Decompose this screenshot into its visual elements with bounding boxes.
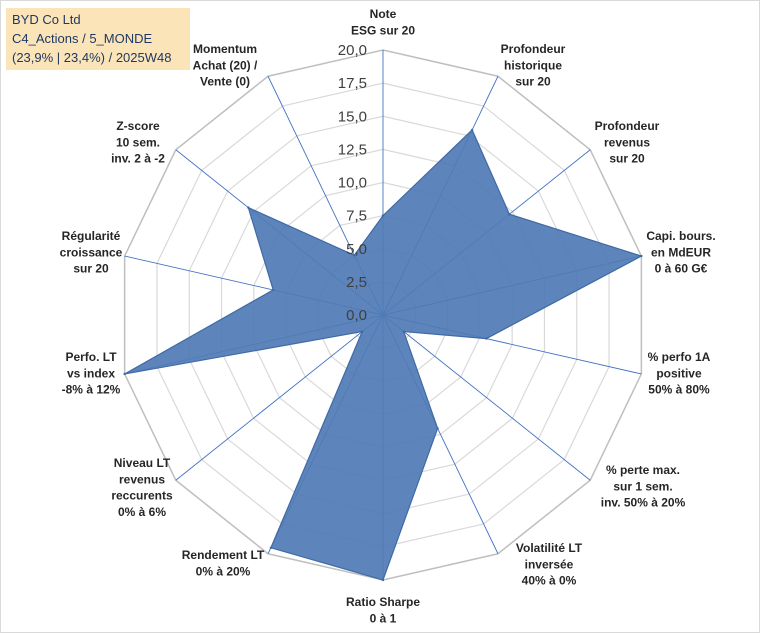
axis-label: Rendement LT 0% à 20% (182, 548, 265, 578)
axis-label-line: Z-score (116, 119, 160, 133)
score-and-week: (23,9% | 23,4%) / 2025W48 (12, 50, 172, 65)
axis-label: Ratio Sharpe 0 à 1 (346, 595, 420, 625)
axis-label-line: sur 20 (609, 152, 645, 166)
axis-label-line: positive (656, 366, 702, 380)
axis-label-line: historique (504, 58, 562, 72)
axis-label-line: Profondeur (501, 42, 566, 56)
axis-label-line: 10 sem. (116, 135, 160, 149)
axis-label-line: inv. 2 à -2 (111, 152, 165, 166)
axis-label-line: % perte max. (606, 463, 680, 477)
axis-label: Momentum Achat (20) / Vente (0) (193, 42, 258, 89)
tick-label: 15,0 (338, 108, 367, 125)
axis-label-line: sur 20 (73, 262, 109, 276)
axis-label: Volatilité LT inversée 40% à 0% (516, 541, 583, 588)
axis-label-line: Niveau LT (114, 456, 171, 470)
data-point (381, 214, 385, 217)
axis-label-line: inversée (525, 557, 574, 571)
axis-label-line: reccurents (111, 489, 173, 503)
tick-label: 10,0 (338, 175, 367, 192)
axis-label-line: % perfo 1A (648, 350, 711, 364)
axis-label-line: vs index (67, 366, 115, 380)
tick-label: 5,0 (346, 241, 367, 258)
axis-label-line: -8% à 12% (62, 383, 121, 397)
axis-spoke (175, 314, 384, 481)
data-point (271, 288, 275, 292)
axis-labels: Note ESG sur 20 Profondeur historique sur 20… (60, 7, 716, 625)
axis-label-line: sur 20 (515, 75, 551, 89)
axis-label: Régularité croissance sur 20 (60, 229, 123, 276)
axis-label-line: 0% à 20% (196, 564, 251, 578)
axis-label-line: ESG sur 20 (351, 23, 415, 37)
data-point (640, 254, 643, 258)
axis-label-line: Régularité (62, 229, 121, 243)
tick-label: 7,5 (346, 208, 367, 225)
axis-label-line: Perfo. LT (65, 350, 117, 364)
axis-label-line: Profondeur (595, 119, 660, 133)
axis-label-line: croissance (60, 245, 123, 259)
data-point (485, 337, 488, 340)
data-point (470, 128, 474, 132)
data-point (402, 330, 405, 333)
data-point (361, 330, 364, 333)
axis-label-line: 0 à 1 (370, 611, 397, 625)
axis-label-line: Momentum (193, 42, 257, 56)
axis-label-line: Note (370, 7, 397, 21)
axis-label-line: revenus (119, 472, 165, 486)
axis-label: % perfo 1A positive 50% à 80% (648, 350, 711, 397)
axis-label-line: 0 à 60 G€ (655, 262, 708, 276)
data-point (508, 213, 511, 216)
axis-label: % perte max. sur 1 sem. inv. 50% à 20% (601, 463, 686, 510)
axis-label: Perfo. LT vs index -8% à 12% (62, 350, 121, 397)
tick-label: 12,5 (338, 141, 367, 158)
axis-label-line: Capi. bours. (646, 229, 715, 243)
axis-label: Capi. bours. en MdEUR 0 à 60 G€ (646, 229, 715, 276)
axis-label-line: 40% à 0% (522, 574, 577, 588)
axis-label: Note ESG sur 20 (351, 7, 415, 37)
axis-label: Profondeur revenus sur 20 (595, 119, 660, 166)
axis-spoke (382, 314, 591, 481)
radar-series (123, 128, 643, 582)
tick-label: 20,0 (338, 42, 367, 59)
company-name: BYD Co Ltd (12, 12, 81, 27)
info-box: BYD Co Ltd C4_Actions / 5_MONDE (23,9% |… (6, 8, 190, 70)
axis-label-line: inv. 50% à 20% (601, 496, 686, 510)
tick-label: 2,5 (346, 274, 367, 291)
axis-label-line: Achat (20) / (193, 58, 258, 72)
axis-label: Z-score 10 sem. inv. 2 à -2 (111, 119, 165, 166)
axis-label-line: 50% à 80% (648, 383, 710, 397)
axis-label-line: Vente (0) (200, 75, 250, 89)
data-point (269, 546, 273, 549)
axis-label-line: revenus (604, 135, 650, 149)
radial-tick-labels: 0,0 2,5 5,0 7,5 10,0 12,5 15,0 17,5 20,0 (338, 42, 367, 324)
axis-label-line: en MdEUR (651, 245, 711, 259)
axis-label-line: 0% à 6% (118, 505, 166, 519)
axis-label-line: Volatilité LT (516, 541, 583, 555)
data-point (123, 372, 126, 376)
axis-label: Profondeur historique sur 20 (501, 42, 566, 89)
axis-label-line: sur 1 sem. (613, 479, 672, 493)
portfolio-category: C4_Actions / 5_MONDE (12, 31, 153, 46)
data-point (353, 254, 356, 257)
axis-label-line: Rendement LT (182, 548, 265, 562)
data-point (381, 578, 385, 582)
tick-label: 17,5 (338, 75, 367, 92)
axis-label: Niveau LT revenus reccurents 0% à 6% (111, 456, 173, 519)
data-point (247, 206, 250, 209)
tick-label: 0,0 (346, 307, 367, 324)
axis-label-line: Ratio Sharpe (346, 595, 420, 609)
data-point (436, 427, 439, 430)
